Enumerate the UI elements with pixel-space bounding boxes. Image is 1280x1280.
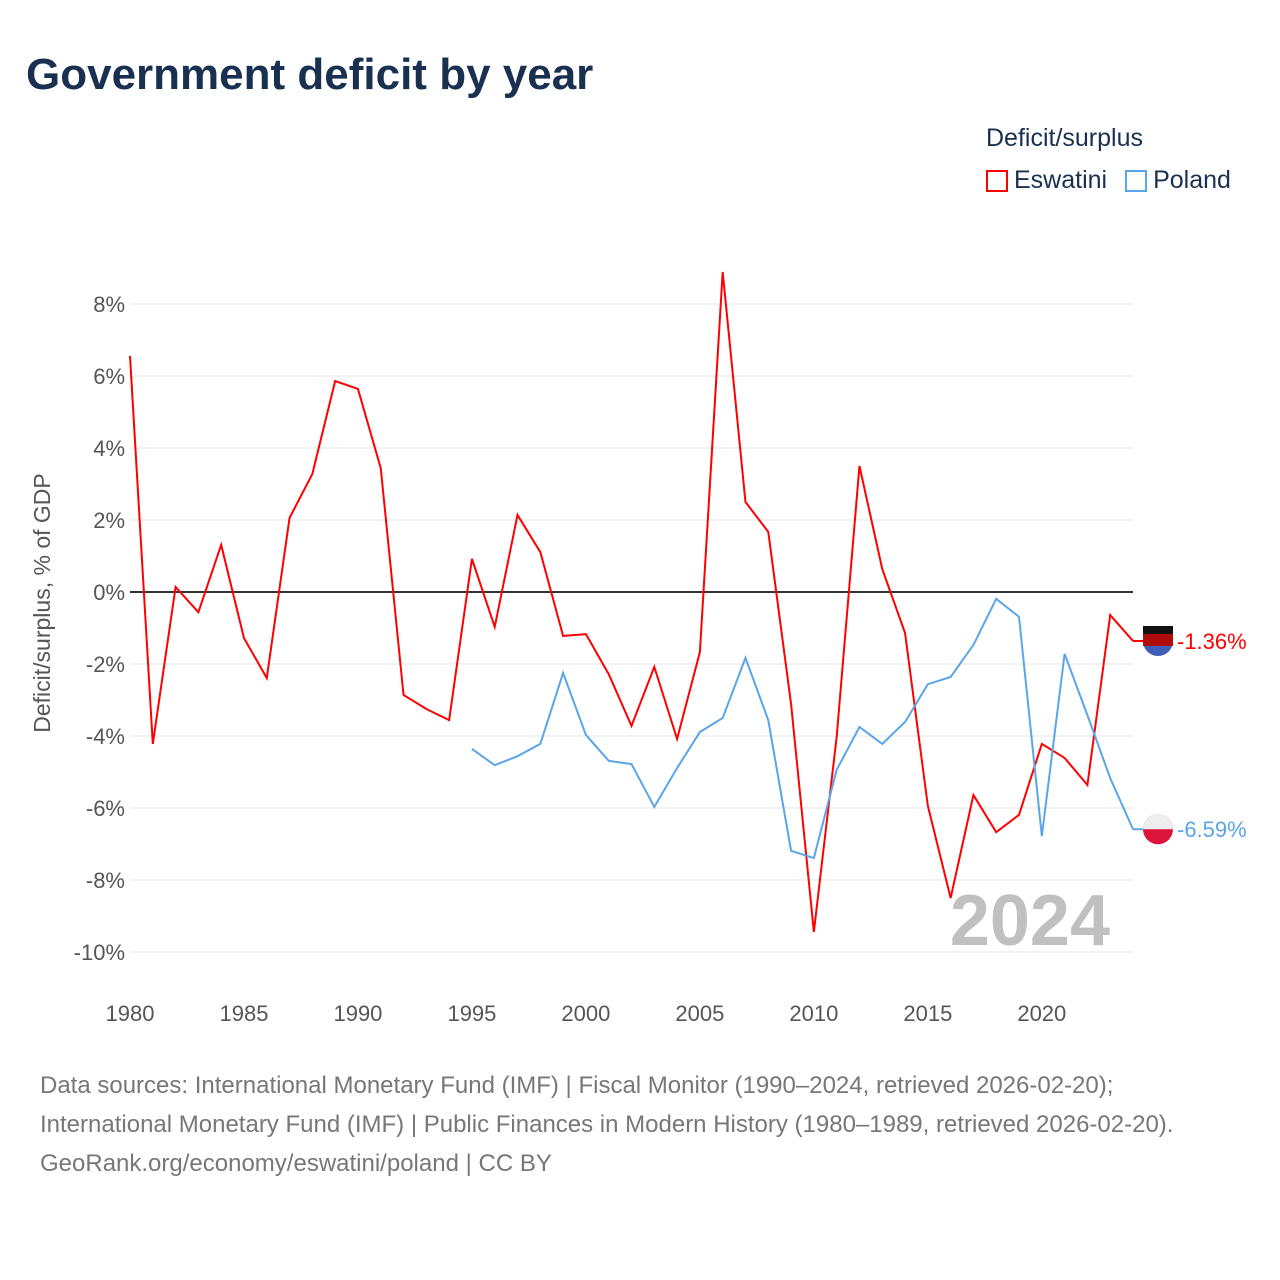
legend-item-poland[interactable]: Poland [1125, 166, 1231, 195]
x-tick-label: 1985 [220, 1001, 269, 1026]
y-tick-label: 6% [93, 364, 125, 389]
legend-label: Poland [1153, 166, 1231, 194]
x-tick-label: 2000 [561, 1001, 610, 1026]
y-tick-label: -4% [86, 724, 125, 749]
y-axis-label: Deficit/surplus, % of GDP [29, 473, 55, 732]
y-tick-label: 2% [93, 508, 125, 533]
data-sources: Data sources: International Monetary Fun… [40, 1072, 1174, 1138]
y-tick-label: -2% [86, 652, 125, 677]
flag-stripe [1143, 814, 1173, 830]
x-tick-label: 2015 [903, 1001, 952, 1026]
page-title: Government deficit by year [26, 50, 594, 99]
end-value-label: -1.36% [1177, 629, 1247, 654]
x-tick-label: 1995 [447, 1001, 496, 1026]
y-tick-label: -10% [74, 940, 125, 965]
flag-stripe [1143, 625, 1173, 634]
attribution-link[interactable]: GeoRank.org/economy/eswatini/poland | CC… [40, 1150, 552, 1177]
x-tick-label: 2005 [675, 1001, 724, 1026]
flag-stripe [1143, 633, 1173, 646]
legend: Eswatini Poland [986, 166, 1231, 195]
x-tick-label: 2010 [789, 1001, 838, 1026]
x-tick-label: 1980 [106, 1001, 155, 1026]
year-watermark: 2024 [950, 881, 1110, 961]
y-tick-label: 8% [93, 292, 125, 317]
legend-item-eswatini[interactable]: Eswatini [986, 166, 1107, 195]
y-tick-label: -8% [86, 868, 125, 893]
legend-title: Deficit/surplus [986, 124, 1143, 152]
series-line-poland [471, 597, 1134, 860]
legend-label: Eswatini [1014, 166, 1108, 194]
end-value-label: -6.59% [1177, 817, 1247, 842]
x-tick-label: 1990 [333, 1001, 382, 1026]
legend-swatch-eswatini [986, 169, 1008, 192]
y-tick-label: -6% [86, 796, 125, 821]
line-chart: 8% 6% 4% 2% 0% -2% -4% -6% -8% -10% 1980 1985 1990 19… [29, 271, 1247, 1026]
source-note: Data sources: International Monetary Fun… [40, 1066, 1240, 1183]
x-tick-label: 2020 [1017, 1001, 1066, 1026]
y-tick-label: 0% [93, 580, 125, 605]
legend-swatch-poland [1125, 169, 1148, 192]
series-line-eswatini [129, 271, 1134, 932]
y-tick-label: 4% [93, 436, 125, 461]
